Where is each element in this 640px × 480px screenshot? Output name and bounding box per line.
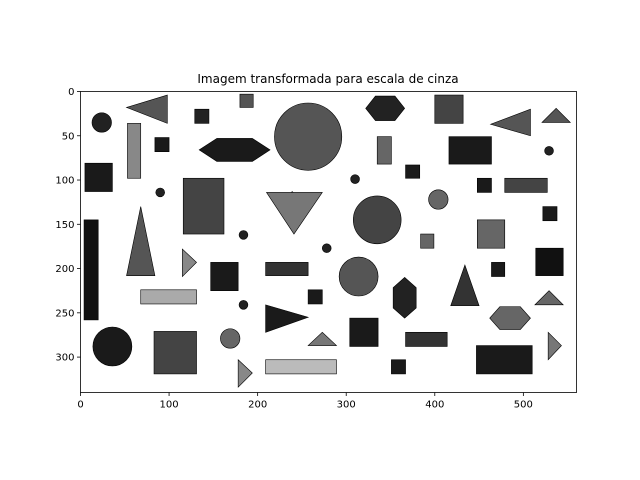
shape-circle [322,243,332,253]
shape-rectangle [420,233,435,249]
shape-rectangle [307,289,323,305]
y-tick-label: 150 [55,220,74,231]
chart-title: Imagem transformada para escala de cinza [197,72,458,86]
shape-rectangle [349,317,379,347]
shape-circle [238,230,249,240]
axis-ticks: 0 100 200 300 400 500 0 50 100 150 200 250 300 [55,87,577,411]
shape-rectangle [542,206,558,222]
shape-triangle [547,331,562,361]
plot-area [80,91,577,393]
shape-circle [238,300,249,310]
shape-rectangle [376,136,392,165]
shape-rectangle [154,137,170,152]
shape-rectangle [182,177,225,235]
x-tick-label: 200 [248,400,267,411]
x-tick-label: 400 [425,400,444,411]
y-tick-label: 0 [68,87,74,98]
shape-rectangle [448,136,492,165]
shape-hexagon [489,306,531,330]
y-tick-label: 200 [55,264,74,275]
shape-triangle [489,108,531,137]
shape-circle [428,189,449,210]
shape-rectangle [84,162,113,192]
shape-rectangle [491,262,506,277]
shape-rectangle [405,331,448,347]
shape-rectangle [476,219,506,249]
shape-triangle [450,264,480,307]
shape-circle [353,195,402,245]
x-tick-label: 300 [337,400,356,411]
shape-triangle [237,359,253,388]
shape-rectangle [140,289,197,305]
shape-rectangle [194,108,210,124]
x-tick-label: 100 [160,400,179,411]
shape-triangle [182,248,197,278]
shape-triangle [125,94,168,124]
x-tick-label: 0 [77,400,83,411]
shape-circle [92,326,133,367]
shape-hexagon [198,138,271,162]
shape-rectangle [265,359,337,375]
shape-triangle [541,107,572,123]
shape-triangle [265,304,310,333]
shape-rectangle [239,93,254,108]
axes-frame [80,91,577,393]
shape-circle [544,146,554,156]
shape-circle [350,174,360,184]
shape-triangle [534,290,564,306]
y-tick-label: 250 [55,308,74,319]
shape-rectangle [265,262,309,276]
shape-rectangle [476,177,492,193]
shape-circle [155,187,165,198]
shape-rectangle [391,359,406,375]
shape-rectangle [83,219,99,321]
shape-rectangle [210,262,239,291]
shape-circle [274,102,343,171]
shape-circle [220,328,241,349]
shape-circle [91,112,112,133]
shape-hexagon [365,95,406,121]
shape-rectangle [434,94,464,124]
shape-rectangle [476,345,533,375]
shape-triangle [307,331,338,346]
shape-triangle [265,192,323,235]
shape-rectangle [153,331,197,375]
x-tick-label: 500 [514,400,533,411]
shape-rectangle [535,247,564,276]
shape-triangle [126,206,156,276]
shape-circle [338,256,379,297]
shape-rectangle [405,164,421,179]
y-tick-label: 100 [55,176,74,187]
y-tick-label: 50 [62,131,75,142]
shape-rectangle [504,177,548,193]
shape-rectangle [127,123,142,179]
shape-hexagon [392,277,417,319]
y-tick-label: 300 [55,353,74,364]
